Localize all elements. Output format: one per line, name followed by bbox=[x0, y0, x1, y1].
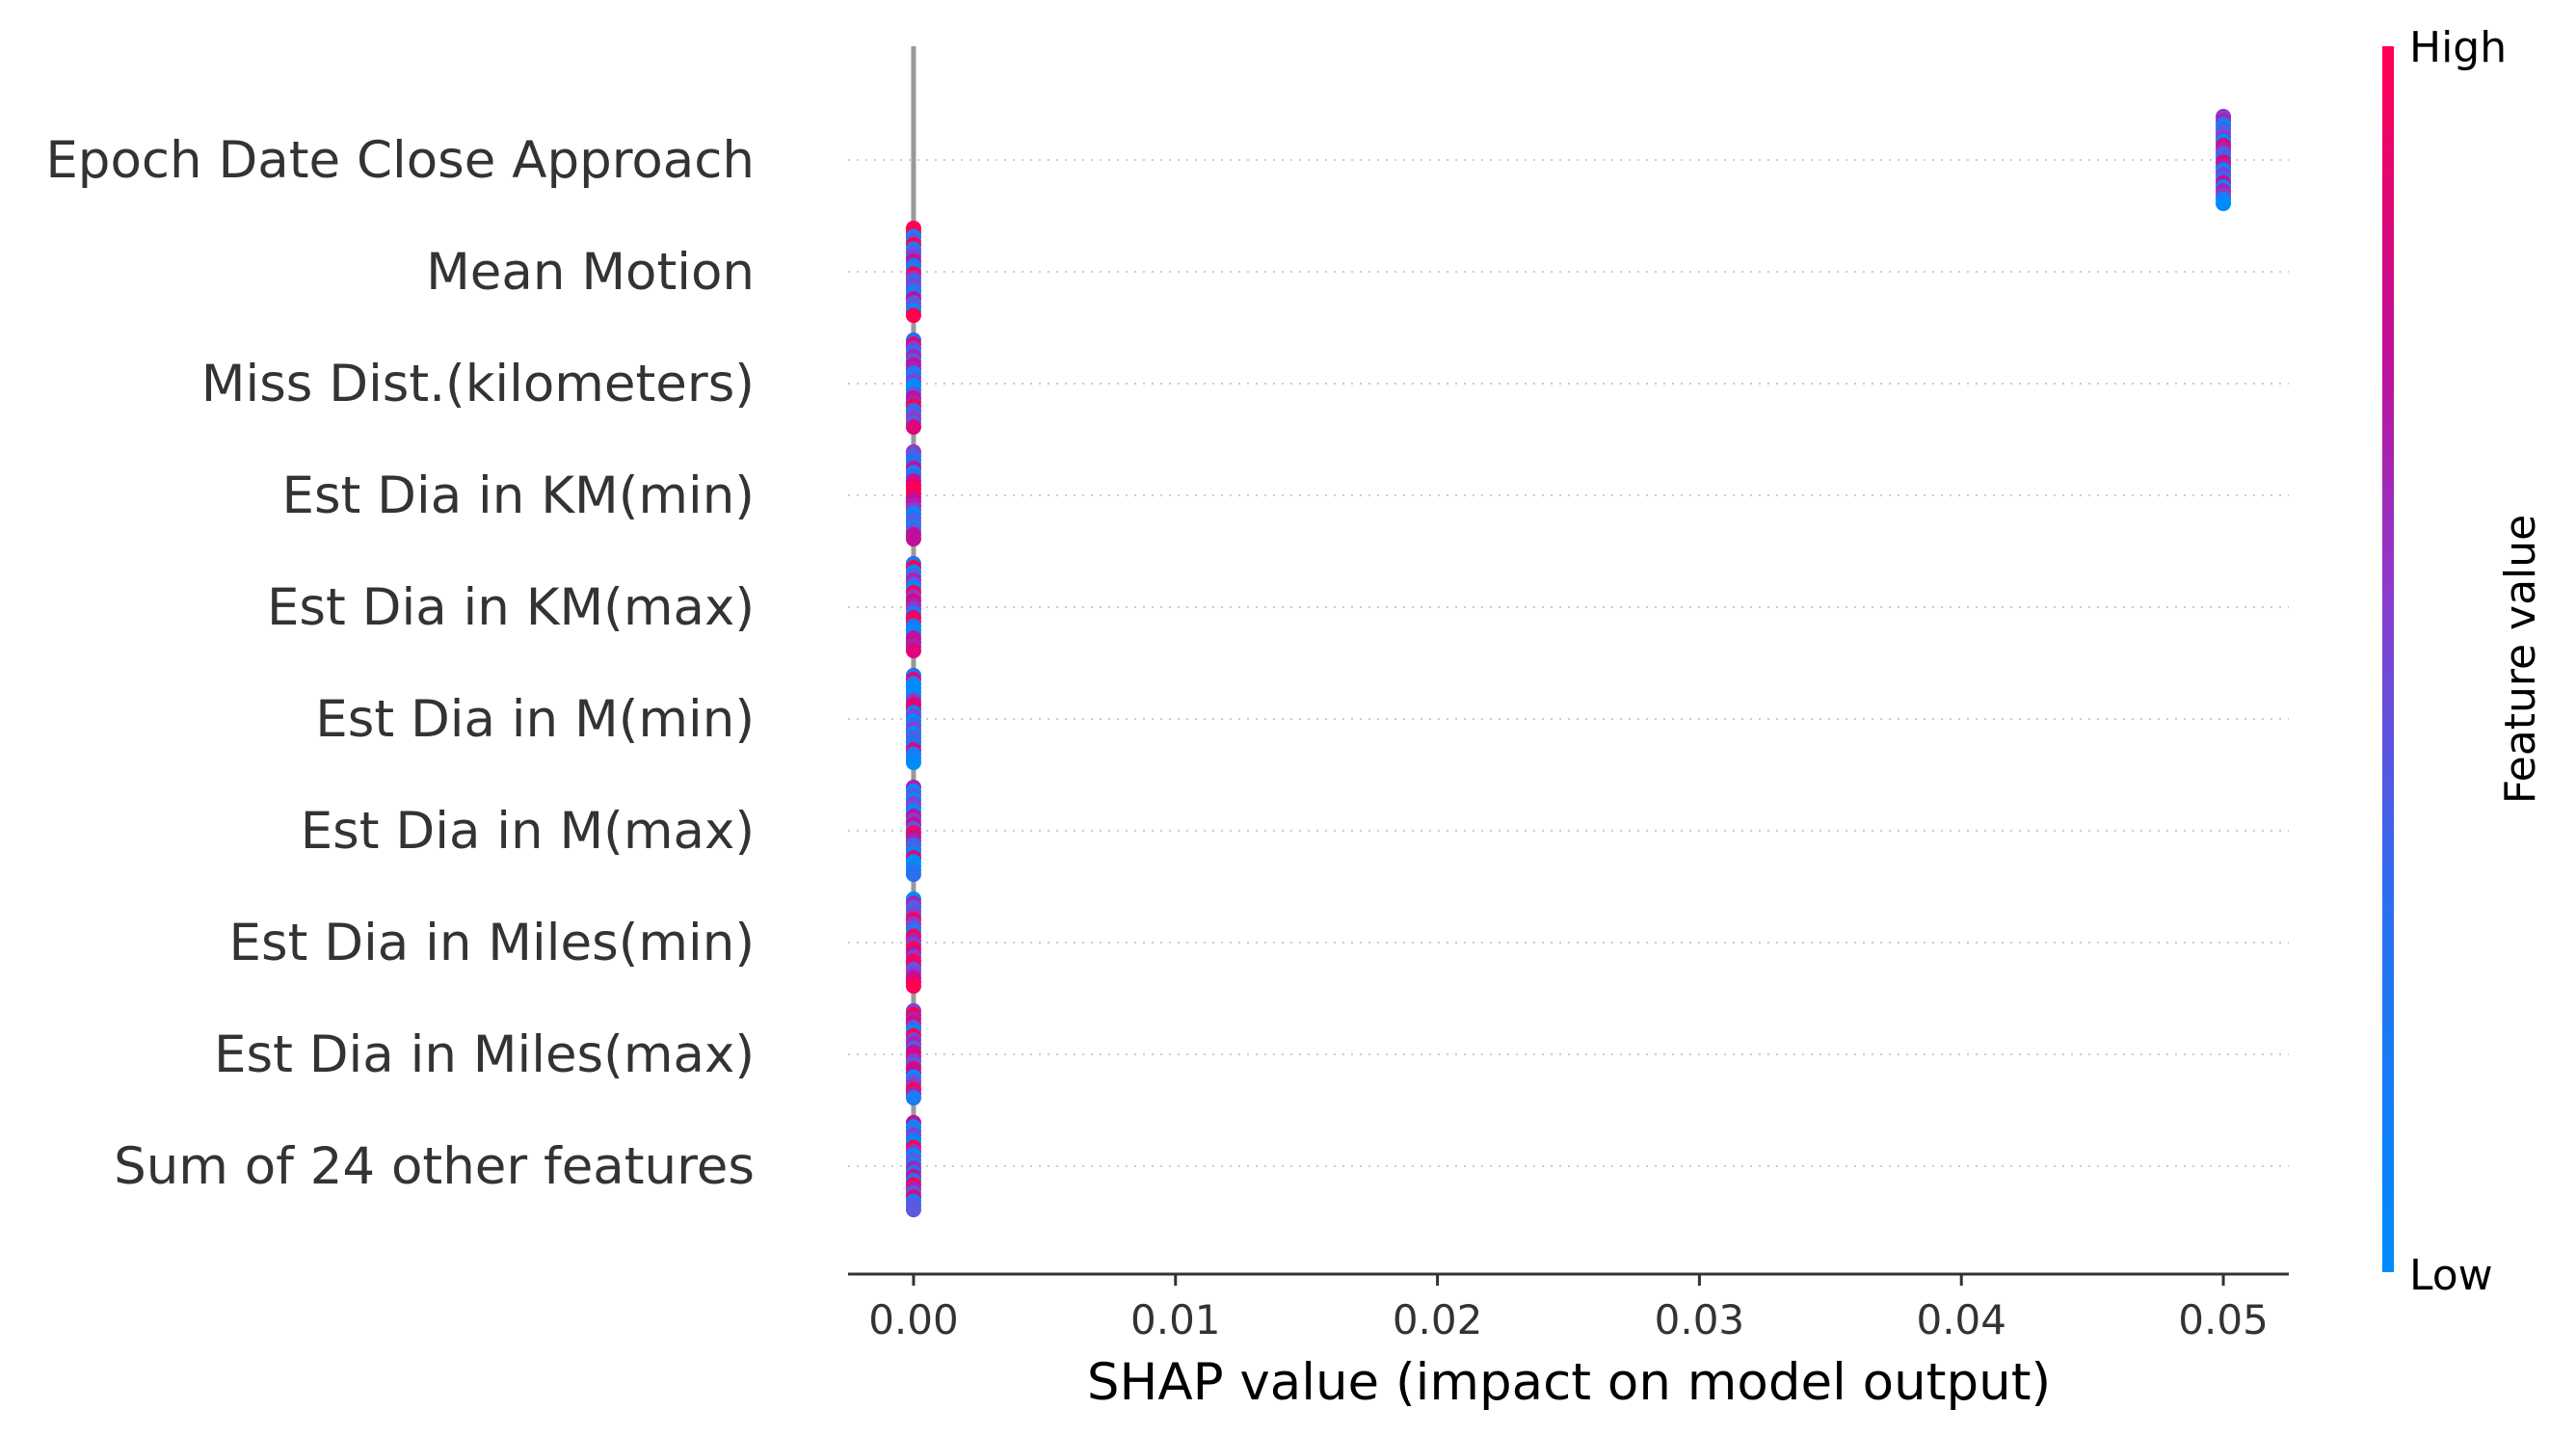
data-point bbox=[905, 307, 921, 324]
feature-label: Est Dia in Miles(min) bbox=[229, 914, 755, 972]
data-point bbox=[905, 866, 921, 883]
feature-label: Est Dia in M(max) bbox=[301, 802, 755, 861]
feature-label: Epoch Date Close Approach bbox=[45, 131, 755, 190]
x-tick-label: 0.03 bbox=[1655, 1296, 1745, 1343]
x-axis-title: SHAP value (impact on model output) bbox=[1087, 1353, 2051, 1412]
feature-labels: Epoch Date Close Approach Mean Motion Miss… bbox=[45, 131, 755, 1196]
x-tick-label: 0.01 bbox=[1130, 1296, 1221, 1343]
data-point bbox=[905, 419, 921, 436]
data-point bbox=[905, 1090, 921, 1106]
feature-label: Est Dia in Miles(max) bbox=[214, 1025, 755, 1084]
feature-label: Mean Motion bbox=[426, 243, 755, 302]
feature-label: Est Dia in M(min) bbox=[315, 690, 755, 749]
data-point bbox=[905, 755, 921, 771]
feature-label: Est Dia in KM(min) bbox=[281, 466, 755, 525]
data-point bbox=[905, 643, 921, 659]
x-tick-label: 0.00 bbox=[868, 1296, 959, 1343]
colorbar-title: Feature value bbox=[2496, 515, 2545, 804]
colorbar-low-label: Low bbox=[2409, 1251, 2493, 1300]
x-tick-label: 0.05 bbox=[2178, 1296, 2269, 1343]
colorbar-high-label: High bbox=[2409, 23, 2507, 72]
data-points bbox=[905, 108, 2232, 1218]
feature-label: Est Dia in KM(max) bbox=[267, 578, 755, 637]
feature-label: Miss Dist.(kilometers) bbox=[201, 355, 755, 413]
colorbar: High Low Feature value bbox=[2382, 23, 2545, 1300]
data-point bbox=[905, 531, 921, 547]
data-point bbox=[2216, 196, 2232, 212]
x-tick-label: 0.02 bbox=[1393, 1296, 1483, 1343]
x-tick-label: 0.04 bbox=[1916, 1296, 2006, 1343]
colorbar-gradient bbox=[2382, 46, 2394, 1272]
feature-label: Sum of 24 other features bbox=[114, 1137, 755, 1196]
grid-lines bbox=[848, 159, 2289, 1167]
x-axis: 0.00 0.01 0.02 0.03 0.04 0.05 bbox=[848, 1272, 2289, 1343]
data-point bbox=[905, 1202, 921, 1218]
data-point bbox=[905, 978, 921, 995]
